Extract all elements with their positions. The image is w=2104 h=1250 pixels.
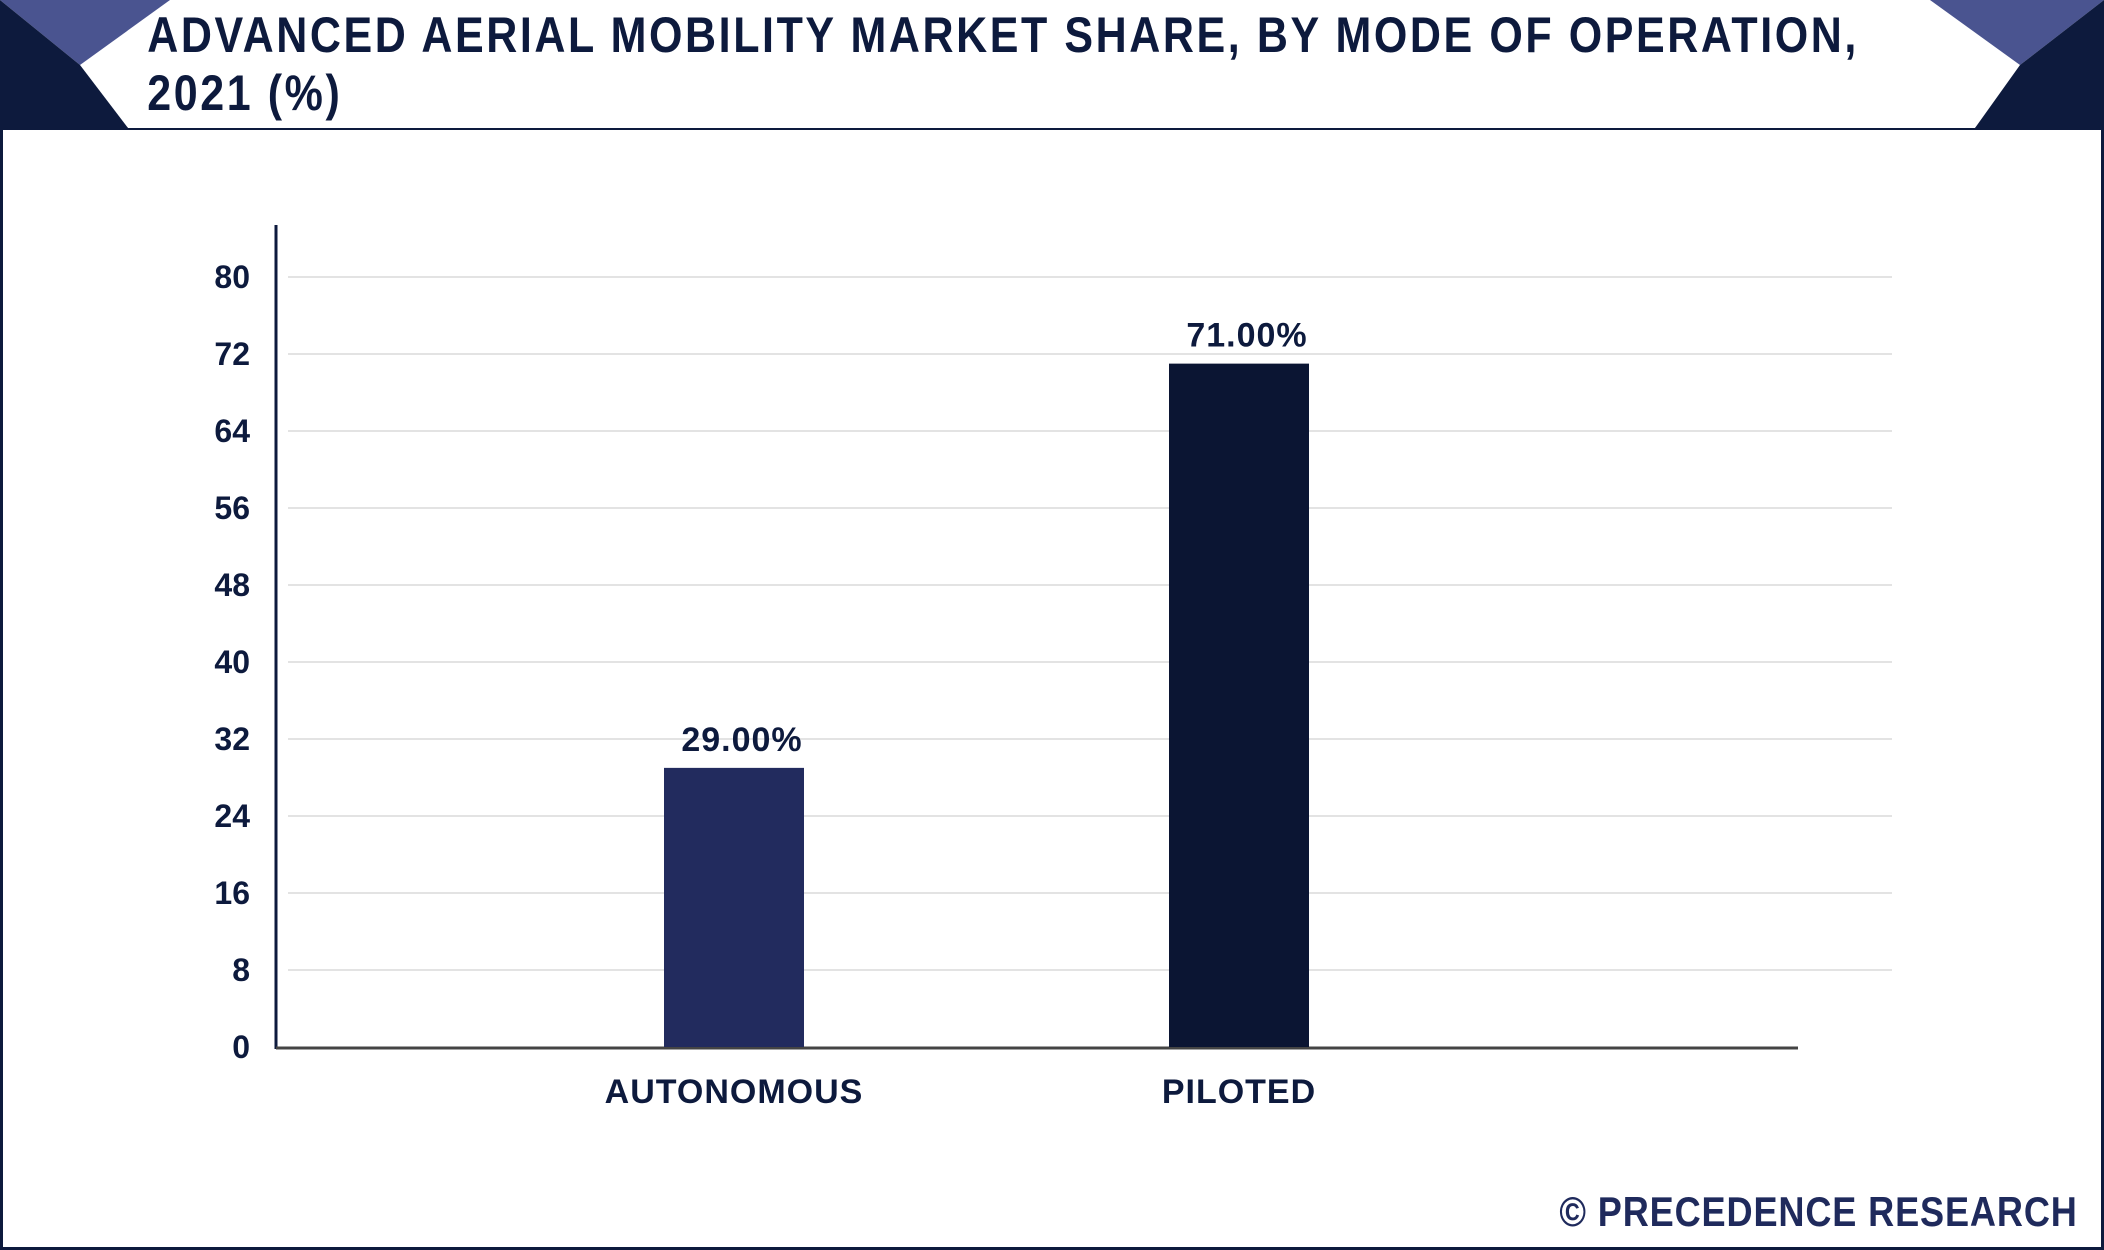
header-decoration: [0, 0, 2104, 128]
data-label: 71.00%: [1186, 317, 1307, 355]
bar-piloted: [1169, 363, 1309, 1047]
chart-area: 0 8 16 24 32 40 48 56 64 72 80 29.00% AUTONOMOUS 71.0…: [0, 130, 2104, 1130]
source-watermark: © PRECEDENCE RESEARCH: [1559, 1188, 2078, 1235]
y-tick-label: 0: [232, 1029, 250, 1065]
y-tick-label: 32: [214, 721, 250, 757]
chart-title: ADVANCED AERIAL MOBILITY MARKET SHARE, B…: [147, 7, 1859, 121]
data-label: 29.00%: [681, 721, 802, 759]
right-dark-triangle: [1975, 0, 2104, 128]
y-tick-label: 24: [214, 798, 250, 834]
y-tick-label: 8: [232, 952, 250, 988]
x-category-label: AUTONOMOUS: [605, 1073, 864, 1111]
banner-white-shape: [0, 0, 2104, 128]
y-tick-label: 40: [214, 644, 250, 680]
header-banner: [0, 0, 2104, 128]
y-tick-label: 80: [214, 259, 250, 295]
y-tick-label: 64: [214, 413, 250, 449]
y-tick-label: 16: [214, 875, 250, 911]
x-category-label: PILOTED: [1162, 1073, 1316, 1111]
left-accent-triangle: [0, 0, 170, 65]
y-tick-label: 56: [214, 490, 250, 526]
left-dark-triangle: [0, 0, 128, 128]
bar-autonomous: [664, 767, 804, 1047]
y-tick-label: 72: [214, 336, 250, 372]
right-accent-triangle: [1930, 0, 2104, 65]
y-tick-label: 48: [214, 567, 250, 603]
bar-chart: 0 8 16 24 32 40 48 56 64 72 80 29.00% AUTONOMOUS 71.0…: [214, 225, 1892, 1111]
